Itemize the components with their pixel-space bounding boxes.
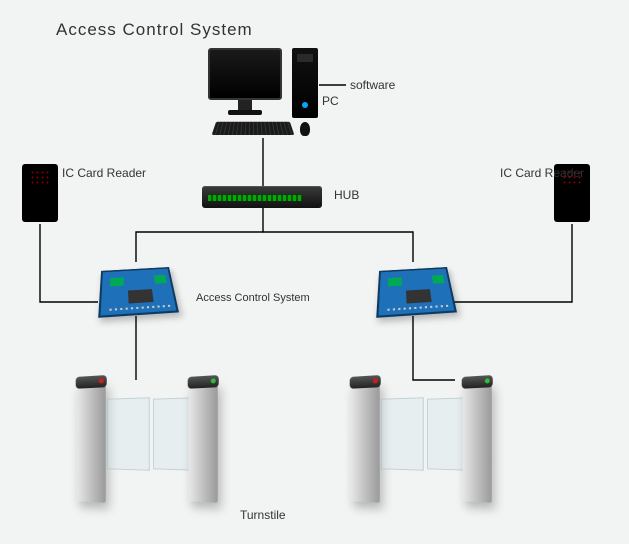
connection-wire [40,224,98,302]
pc-mouse [300,122,310,136]
connection-wire [136,208,263,262]
ic-reader-label-left: IC Card Reader [62,166,146,180]
connection-wire [452,224,572,302]
access-board-left [98,267,179,318]
acs-label: Access Control System [196,292,310,304]
pc-monitor [208,48,282,100]
software-label: software [350,78,395,92]
pc-tower [292,48,318,118]
network-hub [202,186,322,208]
diagram-title: Access Control System [56,20,253,40]
pc-keyboard [212,122,295,135]
turnstile-right [350,372,530,532]
access-board-right [376,267,457,318]
turnstile-left [76,372,256,532]
ic-reader-label-right: IC Card Reader [500,166,584,180]
connection-wire [263,232,413,262]
hub-label: HUB [334,188,359,202]
connection-wire [413,316,455,380]
turnstile-label: Turnstile [240,508,286,522]
pc-label: PC [322,94,339,108]
ic-reader-left [22,164,58,222]
